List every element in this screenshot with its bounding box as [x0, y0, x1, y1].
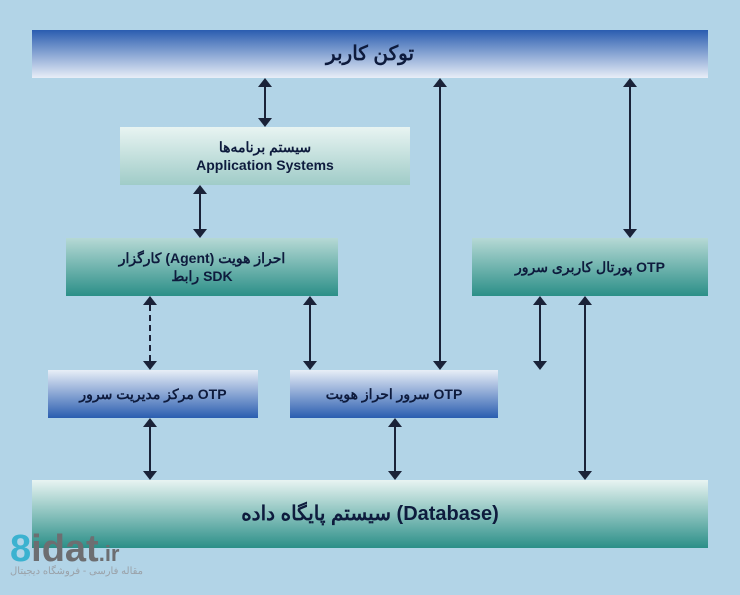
node-otp_auth: سرور احراز هویت OTP — [290, 370, 498, 418]
edge-9 — [623, 78, 637, 238]
watermark: 8idat.irمقاله فارسی - فروشگاه دیجیتال — [10, 530, 143, 577]
edge-5 — [388, 418, 402, 480]
edge-1 — [193, 185, 207, 238]
node-otp_portal: پورتال کاربری سرور OTP — [472, 238, 708, 296]
node-label: پورتال کاربری سرور OTP — [515, 258, 665, 276]
edge-6 — [433, 78, 447, 370]
node-auth_agent: کارگزار (Agent) احراز هویترابط SDK — [66, 238, 338, 296]
edge-4 — [303, 296, 317, 370]
edge-0 — [258, 78, 272, 127]
node-otp_mgmt: مرکز مدیریت سرور OTP — [48, 370, 258, 418]
watermark-brand-first: 8 — [10, 528, 31, 570]
node-label: سرور احراز هویت OTP — [326, 385, 463, 403]
node-app_systems: سیستم برنامه‌هاApplication Systems — [120, 127, 410, 185]
watermark-brand-rest: idat — [31, 528, 99, 570]
node-label: سیستم پایگاه داده (Database) — [241, 501, 499, 527]
edge-2 — [143, 296, 157, 370]
node-label: توکن کاربر — [326, 41, 414, 67]
node-label: مرکز مدیریت سرور OTP — [79, 385, 226, 403]
edge-7 — [533, 296, 547, 370]
edge-8 — [578, 296, 592, 480]
node-label: کارگزار (Agent) احراز هویت — [119, 249, 286, 267]
diagram-canvas: توکن کاربر سیستم برنامه‌هاApplication Sys… — [0, 0, 740, 595]
edge-3 — [143, 418, 157, 480]
node-sublabel: رابط SDK — [171, 267, 232, 285]
node-sublabel: Application Systems — [196, 156, 334, 174]
watermark-domain: .ir — [99, 541, 120, 566]
watermark-subtitle: مقاله فارسی - فروشگاه دیجیتال — [10, 566, 143, 577]
node-label: سیستم برنامه‌ها — [219, 138, 311, 156]
node-user_token: توکن کاربر — [32, 30, 708, 78]
